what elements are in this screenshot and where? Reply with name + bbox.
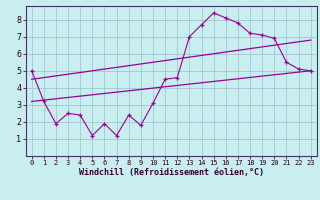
X-axis label: Windchill (Refroidissement éolien,°C): Windchill (Refroidissement éolien,°C) xyxy=(79,168,264,177)
